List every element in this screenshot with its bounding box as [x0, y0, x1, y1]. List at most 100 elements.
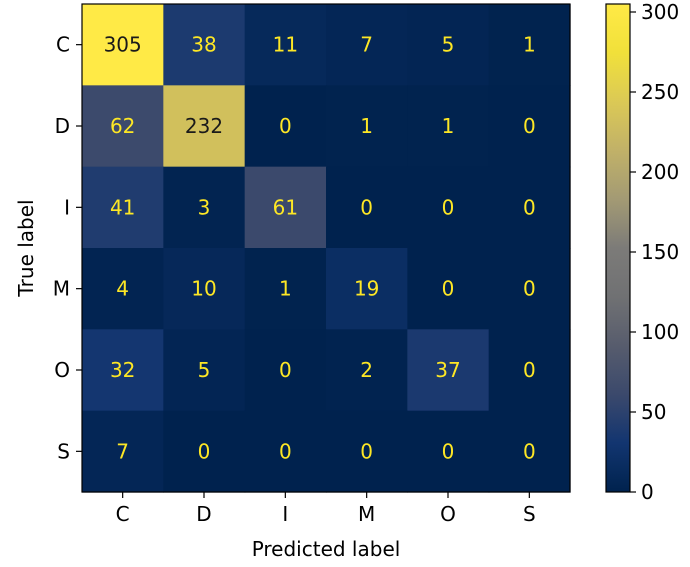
y-tick-label: O	[54, 358, 70, 382]
heatmap-cell	[244, 329, 327, 412]
heatmap-cell	[82, 166, 164, 249]
cell-value-label: 0	[279, 358, 292, 382]
y-tick-label: I	[64, 195, 70, 219]
cell-value-label: 2	[360, 358, 373, 382]
y-axis-ticks: C D I M O S	[53, 33, 82, 463]
x-tick-label: I	[282, 502, 288, 526]
cell-value-label: 32	[110, 358, 135, 382]
cell-value-label: 305	[104, 33, 142, 57]
colorbar-tick-label: 150	[641, 240, 679, 264]
heatmap-cell	[163, 4, 246, 86]
colorbar-tick-label: 250	[641, 80, 679, 104]
heatmap-cell	[488, 85, 571, 168]
heatmap-cell	[326, 4, 408, 86]
cell-value-label: 0	[442, 277, 455, 301]
heatmap-cell	[163, 410, 246, 493]
x-axis-label: Predicted label	[252, 537, 401, 561]
cell-value-label: 1	[279, 277, 292, 301]
colorbar-tick-label: 50	[641, 400, 666, 424]
heatmap-cell	[244, 4, 327, 86]
y-tick-label: D	[55, 114, 70, 138]
cell-value-label: 5	[198, 358, 211, 382]
heatmap-cell	[163, 85, 246, 168]
cell-value-label: 19	[354, 277, 379, 301]
heatmap-cell	[244, 248, 327, 330]
cell-value-label: 0	[360, 439, 373, 463]
cell-value-label: 1	[442, 114, 455, 138]
heatmap-cell	[82, 410, 164, 493]
x-tick-label: D	[196, 502, 211, 526]
heatmap-cell	[244, 410, 327, 493]
cell-value-label: 41	[110, 195, 135, 219]
cell-value-label: 0	[442, 195, 455, 219]
colorbar-tick-label: 0	[641, 480, 654, 504]
x-tick-label: O	[440, 502, 456, 526]
heatmap-cell	[244, 166, 327, 249]
cell-value-label: 0	[523, 195, 536, 219]
cell-value-label: 11	[273, 33, 298, 57]
cell-value-label: 0	[523, 439, 536, 463]
heatmap-cell	[488, 329, 571, 412]
heatmap-cell	[488, 248, 571, 330]
heatmap-cell	[244, 85, 327, 168]
cell-value-label: 0	[523, 114, 536, 138]
cell-value-label: 0	[442, 439, 455, 463]
x-tick-label: S	[523, 502, 536, 526]
heatmap-cell	[488, 166, 571, 249]
heatmap-cell	[407, 85, 490, 168]
cell-value-label: 0	[279, 114, 292, 138]
cell-value-label: 0	[198, 439, 211, 463]
cell-value-label: 232	[185, 114, 223, 138]
heatmap-cell	[407, 410, 490, 493]
heatmap-cell	[407, 4, 490, 86]
heatmap-cell	[407, 329, 490, 412]
colorbar-ticks: 0 50 100 150 200 250 300	[630, 0, 679, 504]
heatmap-cell	[82, 329, 164, 412]
heatmap-cell	[163, 166, 246, 249]
cell-value-label: 1	[360, 114, 373, 138]
cell-value-label: 37	[435, 358, 460, 382]
cell-value-label: 10	[191, 277, 216, 301]
cell-value-label: 3	[198, 195, 211, 219]
cell-value-label: 0	[523, 358, 536, 382]
cell-value-label: 38	[191, 33, 216, 57]
cell-value-label: 0	[360, 195, 373, 219]
plot-frame	[81, 3, 571, 493]
heatmap-cell	[82, 248, 164, 330]
heatmap-cell	[326, 329, 408, 412]
cell-value-label: 61	[273, 195, 298, 219]
heatmap-cell	[326, 85, 408, 168]
y-axis-label: True label	[14, 199, 38, 297]
heatmap-cell	[326, 248, 408, 330]
colorbar-tick-label: 300	[641, 0, 679, 24]
heatmap-cell	[82, 85, 164, 168]
cell-value-label: 1	[523, 33, 536, 57]
cell-value-label: 4	[116, 277, 129, 301]
cell-value-label: 7	[116, 439, 129, 463]
cell-value-label: 0	[523, 277, 536, 301]
heatmap-cell	[488, 410, 571, 493]
heatmap-cell	[488, 4, 571, 86]
heatmap-cells: 305 38 11 7 5 162 232 0 1 1 041 3 61 0 0 04 10 1 19 0 032 5 0 2…	[82, 4, 571, 493]
heatmap-cell	[407, 166, 490, 249]
heatmap-cell	[326, 410, 408, 493]
heatmap-cell	[407, 248, 490, 330]
y-tick-label: S	[57, 439, 70, 463]
y-tick-label: C	[56, 33, 70, 57]
heatmap-cell	[82, 4, 164, 86]
x-tick-label: C	[116, 502, 130, 526]
heatmap-cell	[163, 248, 246, 330]
cell-value-label: 5	[442, 33, 455, 57]
colorbar	[605, 3, 631, 493]
cell-value-label: 62	[110, 114, 135, 138]
y-tick-label: M	[53, 277, 70, 301]
x-tick-label: M	[358, 502, 375, 526]
heatmap-cell	[326, 166, 408, 249]
colorbar-tick-label: 100	[641, 320, 679, 344]
cell-value-label: 7	[360, 33, 373, 57]
heatmap-cell	[163, 329, 246, 412]
cell-value-label: 0	[279, 439, 292, 463]
colorbar-tick-label: 200	[641, 160, 679, 184]
